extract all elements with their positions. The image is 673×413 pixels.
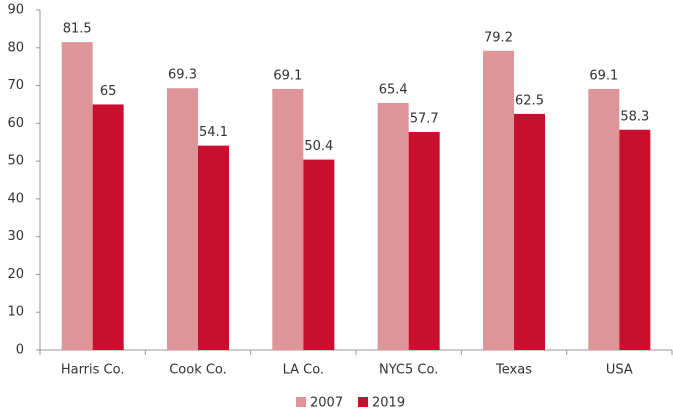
x-tick-label: Cook Co. xyxy=(169,363,227,378)
y-tick-label: 0 xyxy=(16,343,24,358)
y-tick-label: 40 xyxy=(7,191,24,206)
bar xyxy=(377,102,409,350)
bar xyxy=(619,129,651,350)
value-label: 79.2 xyxy=(484,30,513,45)
bar xyxy=(198,145,229,350)
value-label: 69.1 xyxy=(589,68,618,83)
legend-swatch xyxy=(358,397,368,407)
y-tick-label: 30 xyxy=(7,229,24,244)
value-label: 69.1 xyxy=(273,68,302,83)
y-tick-label: 80 xyxy=(7,40,24,55)
value-label: 57.7 xyxy=(410,112,439,127)
bar xyxy=(483,50,514,351)
legend-label: 2007 xyxy=(310,396,343,411)
y-tick-label: 20 xyxy=(7,267,24,282)
value-label: 65 xyxy=(100,84,117,99)
value-label: 50.4 xyxy=(304,139,333,154)
x-tick-label: Harris Co. xyxy=(61,363,125,378)
value-label: 58.3 xyxy=(620,109,649,124)
y-tick-label: 60 xyxy=(7,116,24,131)
x-tick-label: NYC5 Co. xyxy=(379,363,438,378)
y-tick-label: 90 xyxy=(7,3,24,18)
x-tick-label: USA xyxy=(606,363,633,378)
bar xyxy=(303,159,335,350)
legend-label: 2019 xyxy=(372,396,405,411)
bar xyxy=(514,113,545,350)
bar xyxy=(272,88,304,350)
y-tick-label: 10 xyxy=(7,305,24,320)
bar xyxy=(167,88,198,350)
value-label: 69.3 xyxy=(168,68,197,83)
value-label: 65.4 xyxy=(379,82,408,97)
bar xyxy=(92,104,124,350)
bar xyxy=(588,88,620,350)
bar xyxy=(61,42,93,350)
bar xyxy=(408,132,440,350)
y-tick-label: 70 xyxy=(7,78,24,93)
y-tick-label: 50 xyxy=(7,154,24,169)
value-label: 54.1 xyxy=(199,125,228,140)
x-tick-label: LA Co. xyxy=(283,363,325,378)
legend-swatch xyxy=(296,397,306,407)
x-tick-label: Texas xyxy=(495,363,532,378)
value-label: 81.5 xyxy=(63,22,92,37)
value-label: 62.5 xyxy=(515,93,544,108)
